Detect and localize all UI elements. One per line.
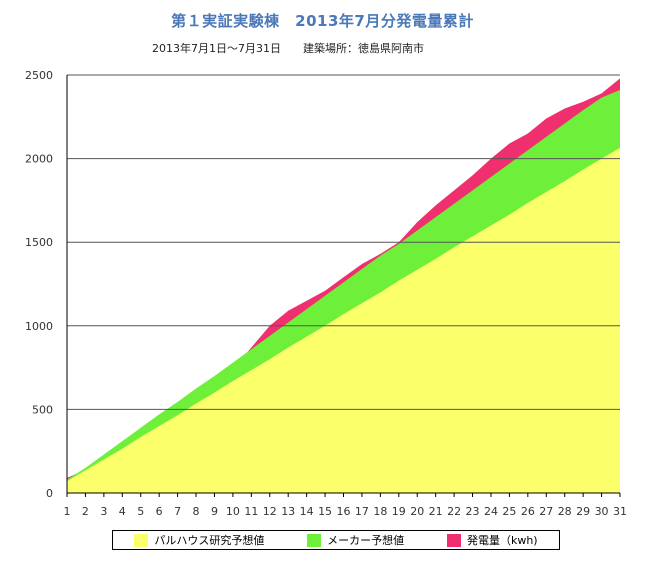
area-layer [67,78,620,494]
x-tick-label-13: 13 [281,505,295,518]
x-tick-label-16: 16 [337,505,351,518]
legend-label-palhaus: パルハウス研究予想値 [154,534,265,547]
y-tick-label-0: 0 [46,487,53,500]
x-tick-label-8: 8 [193,505,200,518]
grid-layer [67,74,620,410]
y-tick-label-1500: 1500 [25,236,53,249]
x-tick-label-14: 14 [300,505,314,518]
x-tick-label-21: 21 [429,505,443,518]
area-series-2 [67,147,620,494]
y-tick-label-2500: 2500 [25,69,53,82]
legend-item-palhaus: パルハウス研究予想値 [134,532,264,548]
x-tick-label-17: 17 [355,505,369,518]
x-tick-label-29: 29 [576,505,590,518]
legend-item-maker: メーカー予想値 [307,532,404,548]
y-tick-label-1000: 1000 [25,320,53,333]
legend-item-generation: 発電量（kwh) [446,532,538,548]
x-tick-label-27: 27 [539,505,553,518]
x-tick-label-22: 22 [447,505,461,518]
x-tick-label-28: 28 [558,505,572,518]
y-tick-label-500: 500 [32,403,53,416]
x-tick-label-10: 10 [226,505,240,518]
x-tick-label-25: 25 [502,505,516,518]
x-tick-label-4: 4 [119,505,126,518]
x-tick-label-18: 18 [373,505,387,518]
chart-title: 第１実証実験棟 2013年7月分発電量累計 [171,12,474,30]
x-tick-label-20: 20 [410,505,424,518]
x-tick-label-15: 15 [318,505,332,518]
chart-subtitle: 2013年7月1日〜7月31日 建築場所：徳島県阿南市 [152,42,424,55]
legend-label-maker: メーカー予想値 [327,534,405,547]
chart-legend: パルハウス研究予想値 メーカー予想値 発電量（kwh) [112,530,560,550]
x-tick-label-2: 2 [82,505,89,518]
x-tick-label-30: 30 [595,505,609,518]
y-tick-label-2000: 2000 [25,153,53,166]
x-tick-label-31: 31 [613,505,627,518]
x-tick-label-9: 9 [211,505,218,518]
legend-swatch-generation [446,533,461,547]
x-tick-label-6: 6 [156,505,163,518]
x-tick-label-7: 7 [174,505,181,518]
x-tick-label-3: 3 [100,505,107,518]
legend-swatch-maker [307,533,322,547]
x-tick-label-1: 1 [64,505,71,518]
legend-swatch-palhaus [134,533,149,547]
x-tick-label-19: 19 [392,505,406,518]
x-tick-label-24: 24 [484,505,498,518]
x-tick-label-12: 12 [263,505,277,518]
x-tick-label-5: 5 [137,505,144,518]
legend-label-generation: 発電量（kwh) [466,534,538,547]
x-tick-label-11: 11 [244,505,258,518]
x-tick-label-23: 23 [466,505,480,518]
x-tick-label-26: 26 [521,505,535,518]
